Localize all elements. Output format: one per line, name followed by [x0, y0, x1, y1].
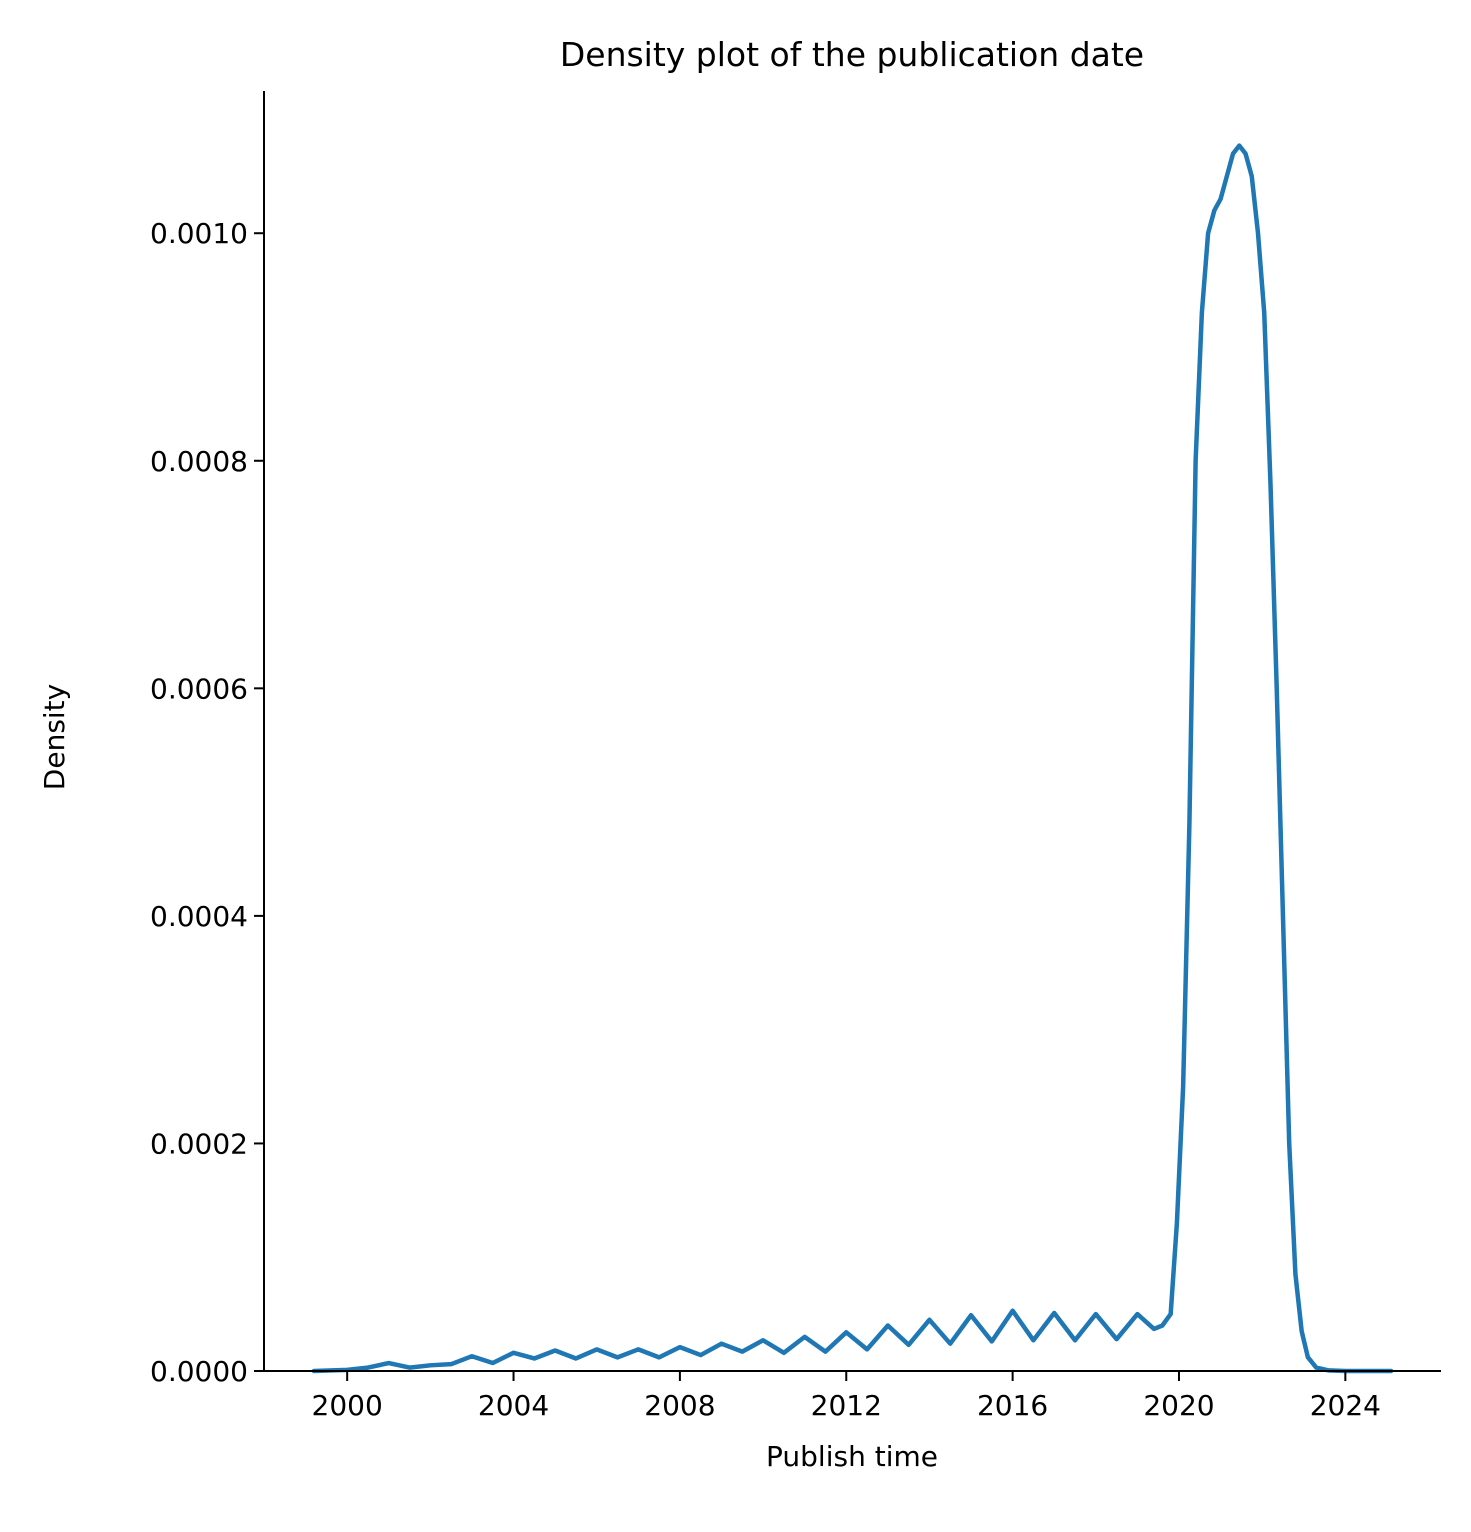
plot-area — [311, 143, 1394, 1374]
y-axis-ticks: 0.0000 0.0002 0.0004 0.0006 0.0008 0.0010 — [150, 217, 264, 1388]
x-tick-label: 2000 — [312, 1389, 383, 1422]
y-tick-label: 0.0006 — [150, 672, 248, 705]
x-tick-label: 2004 — [478, 1389, 549, 1422]
y-tick-label: 0.0002 — [150, 1127, 248, 1160]
x-axis-ticks: 2000 2004 2008 2012 2016 2020 2024 — [312, 1371, 1381, 1422]
y-tick-label: 0.0010 — [150, 217, 248, 250]
y-tick-label: 0.0000 — [150, 1355, 248, 1388]
x-tick-label: 2020 — [1143, 1389, 1214, 1422]
x-axis-label: Publish time — [766, 1440, 938, 1473]
y-axis-label: Density — [38, 684, 71, 790]
y-tick-label: 0.0008 — [150, 445, 248, 478]
x-tick-label: 2012 — [811, 1389, 882, 1422]
x-tick-label: 2016 — [977, 1389, 1048, 1422]
x-tick-label: 2024 — [1310, 1389, 1381, 1422]
y-tick-label: 0.0004 — [150, 900, 248, 933]
chart-title: Density plot of the publication date — [560, 35, 1144, 74]
density-series-line — [311, 143, 1394, 1374]
x-tick-label: 2008 — [644, 1389, 715, 1422]
